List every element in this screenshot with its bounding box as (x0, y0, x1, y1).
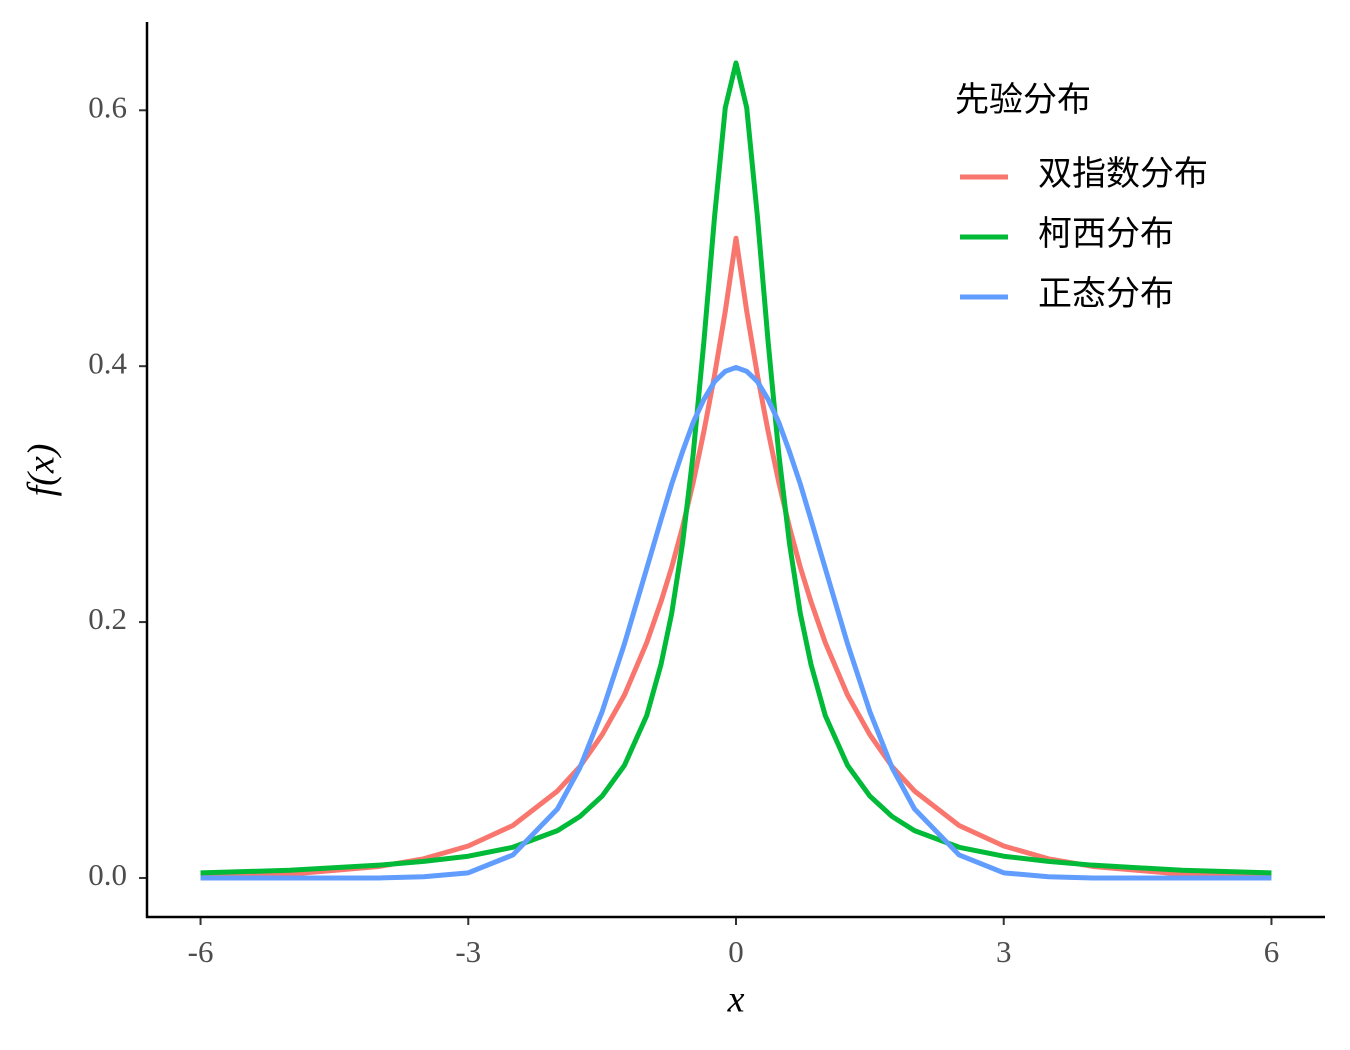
legend-label: 双指数分布 (1038, 155, 1208, 193)
legend-label: 正态分布 (1038, 275, 1174, 313)
y-tick-label: 0.0 (88, 857, 127, 892)
x-axis-title: x (727, 979, 745, 1021)
x-tick-label: -3 (455, 934, 481, 969)
x-tick-label: -6 (188, 934, 214, 969)
x-tick-label: 6 (1264, 934, 1280, 969)
y-axis-title: f(x) (21, 444, 63, 497)
series-line (200, 60, 1272, 876)
legend-label: 柯西分布 (1038, 215, 1174, 253)
x-tick-label: 0 (728, 934, 744, 969)
y-tick-label: 0.4 (88, 345, 127, 380)
series-line (200, 364, 1272, 881)
y-tick-label: 0.6 (88, 89, 127, 124)
series-line (200, 235, 1272, 880)
x-tick-label: 3 (996, 934, 1012, 969)
y-tick-label: 0.2 (88, 601, 127, 636)
legend-title: 先验分布 (955, 81, 1091, 119)
